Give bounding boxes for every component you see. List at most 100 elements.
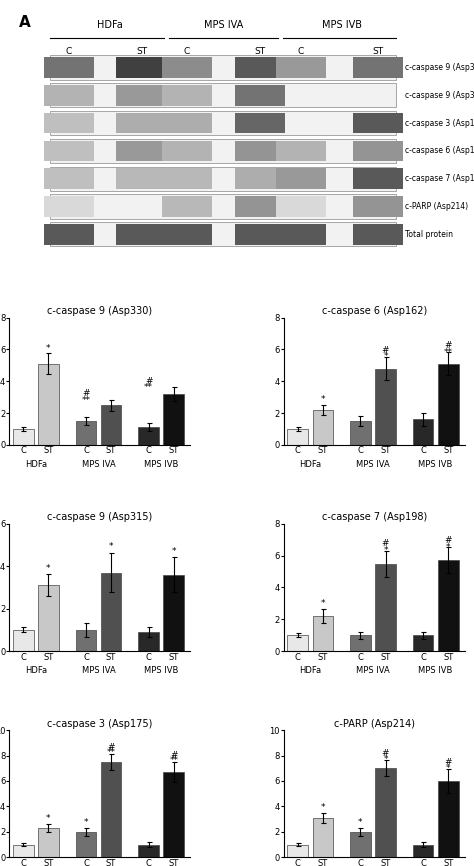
Bar	[413, 844, 433, 857]
Text: **: **	[444, 347, 453, 357]
FancyBboxPatch shape	[353, 168, 403, 189]
Bar	[76, 421, 96, 445]
Text: *: *	[320, 396, 325, 404]
Title: c-caspase 7 (Asp198): c-caspase 7 (Asp198)	[322, 513, 427, 522]
FancyBboxPatch shape	[235, 57, 285, 78]
FancyBboxPatch shape	[117, 57, 166, 78]
FancyBboxPatch shape	[162, 140, 212, 161]
Text: #: #	[82, 390, 90, 398]
FancyBboxPatch shape	[162, 113, 212, 133]
Bar	[438, 781, 458, 857]
Bar	[287, 844, 308, 857]
FancyBboxPatch shape	[50, 222, 396, 246]
Bar	[13, 844, 34, 857]
Bar	[375, 369, 396, 445]
FancyBboxPatch shape	[235, 168, 285, 189]
Bar	[38, 828, 59, 857]
Bar	[287, 636, 308, 651]
Text: *: *	[46, 564, 51, 572]
Bar	[138, 428, 159, 445]
Text: *: *	[109, 542, 113, 552]
Text: *: *	[46, 814, 51, 823]
Text: c-caspase 9 (Asp330): c-caspase 9 (Asp330)	[405, 63, 474, 72]
FancyBboxPatch shape	[353, 140, 403, 161]
Text: c-caspase 6 (Asp162): c-caspase 6 (Asp162)	[405, 146, 474, 155]
Bar	[413, 636, 433, 651]
FancyBboxPatch shape	[353, 57, 403, 78]
Text: C: C	[298, 47, 304, 55]
Bar	[164, 772, 184, 857]
Title: c-caspase 3 (Asp175): c-caspase 3 (Asp175)	[47, 719, 153, 728]
FancyBboxPatch shape	[44, 57, 94, 78]
Text: #: #	[107, 743, 115, 752]
Bar	[164, 394, 184, 445]
FancyBboxPatch shape	[276, 57, 326, 78]
FancyBboxPatch shape	[117, 140, 166, 161]
Text: *: *	[46, 344, 51, 352]
FancyBboxPatch shape	[50, 166, 396, 191]
Text: ST: ST	[254, 47, 265, 55]
FancyBboxPatch shape	[44, 223, 94, 244]
Bar	[101, 762, 121, 857]
FancyBboxPatch shape	[50, 139, 396, 163]
Text: *: *	[446, 543, 450, 552]
Text: #: #	[382, 346, 389, 354]
FancyBboxPatch shape	[44, 168, 94, 189]
FancyBboxPatch shape	[235, 113, 285, 133]
Text: HDFa: HDFa	[97, 21, 122, 30]
Bar	[38, 585, 59, 651]
Text: ST: ST	[373, 47, 383, 55]
Bar	[76, 832, 96, 857]
Text: *: *	[383, 352, 388, 361]
FancyBboxPatch shape	[162, 223, 212, 244]
FancyBboxPatch shape	[50, 55, 396, 80]
FancyBboxPatch shape	[44, 196, 94, 216]
Title: c-caspase 9 (Asp315): c-caspase 9 (Asp315)	[47, 513, 152, 522]
Text: ST: ST	[136, 47, 147, 55]
Bar	[438, 560, 458, 651]
FancyBboxPatch shape	[44, 140, 94, 161]
FancyBboxPatch shape	[50, 194, 396, 218]
Text: c-caspase 9 (Asp315): c-caspase 9 (Asp315)	[405, 91, 474, 100]
Bar	[38, 364, 59, 445]
Bar	[312, 818, 333, 857]
FancyBboxPatch shape	[353, 196, 403, 216]
Text: B: B	[14, 320, 26, 335]
FancyBboxPatch shape	[117, 85, 166, 106]
Text: *: *	[320, 803, 325, 811]
Bar	[438, 364, 458, 445]
Text: A: A	[18, 15, 30, 29]
FancyBboxPatch shape	[117, 168, 166, 189]
Text: #: #	[382, 539, 389, 548]
Text: C: C	[184, 47, 190, 55]
FancyBboxPatch shape	[50, 111, 396, 135]
Text: **: **	[144, 384, 153, 392]
FancyBboxPatch shape	[117, 223, 166, 244]
Text: #: #	[382, 749, 389, 759]
FancyBboxPatch shape	[276, 168, 326, 189]
Bar	[375, 768, 396, 857]
FancyBboxPatch shape	[50, 83, 396, 107]
FancyBboxPatch shape	[276, 196, 326, 216]
Title: c-caspase 9 (Asp330): c-caspase 9 (Asp330)	[47, 307, 152, 316]
Text: **: **	[82, 396, 91, 405]
FancyBboxPatch shape	[235, 140, 285, 161]
FancyBboxPatch shape	[276, 223, 326, 244]
Bar	[138, 632, 159, 651]
Text: *: *	[383, 755, 388, 764]
FancyBboxPatch shape	[276, 140, 326, 161]
Text: c-caspase 7 (Asp198): c-caspase 7 (Asp198)	[405, 174, 474, 183]
Bar	[312, 410, 333, 445]
Bar	[350, 421, 371, 445]
Title: c-PARP (Asp214): c-PARP (Asp214)	[334, 719, 415, 728]
FancyBboxPatch shape	[44, 113, 94, 133]
Text: #: #	[445, 341, 452, 350]
Text: c-caspase 3 (Asp175): c-caspase 3 (Asp175)	[405, 119, 474, 127]
Bar	[164, 575, 184, 651]
Text: *: *	[84, 818, 88, 827]
FancyBboxPatch shape	[117, 113, 166, 133]
Text: #: #	[445, 759, 452, 767]
FancyBboxPatch shape	[353, 223, 403, 244]
FancyBboxPatch shape	[162, 196, 212, 216]
Text: c-PARP (Asp214): c-PARP (Asp214)	[405, 202, 468, 211]
